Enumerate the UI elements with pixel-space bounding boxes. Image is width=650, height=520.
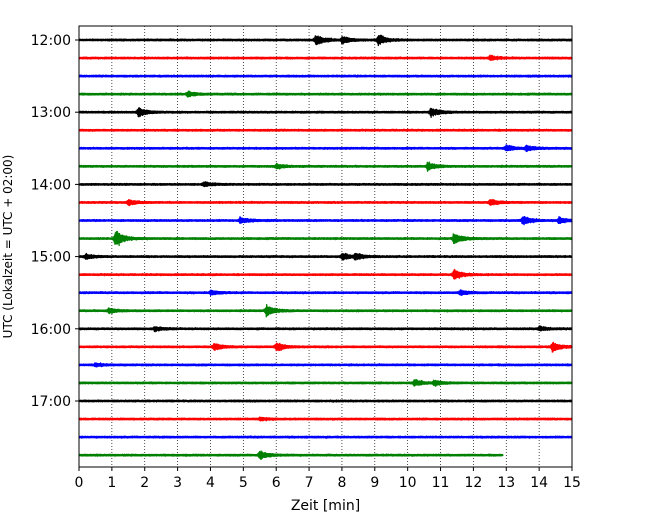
y-tick-label-1500: 15:00	[31, 250, 71, 266]
x-axis-title: Zeit [min]	[291, 498, 360, 514]
trace-row-1245	[78, 90, 573, 98]
x-tick-label-10: 10	[399, 475, 417, 491]
trace-row-1400	[78, 181, 573, 188]
x-tick-label-13: 13	[497, 475, 515, 491]
trace-row-1200	[78, 34, 573, 47]
x-tick-label-11: 11	[432, 475, 450, 491]
x-tick-label-6: 6	[272, 475, 281, 491]
x-tick-label-2: 2	[140, 475, 149, 491]
x-tick-label-14: 14	[530, 475, 548, 491]
y-tick-label-1700: 17:00	[31, 394, 71, 410]
trace-row-1430	[78, 215, 573, 226]
trace-row-1215	[78, 54, 573, 61]
y-tick-label-1200: 12:00	[31, 33, 71, 49]
x-tick-label-5: 5	[239, 475, 248, 491]
trace-row-1415	[78, 198, 573, 207]
trace-row-1230	[78, 74, 573, 78]
trace-row-1315	[78, 128, 573, 132]
trace-row-1730	[78, 435, 573, 439]
trace-row-1630	[78, 362, 573, 368]
x-tick-label-12: 12	[464, 475, 482, 491]
trace-row-1545	[78, 304, 573, 318]
x-tick-label-7: 7	[305, 475, 314, 491]
trace-row-1715	[78, 416, 573, 422]
y-axis-title: UTC (Lokalzeit = UTC + 02:00)	[1, 155, 15, 339]
trace-row-1745	[78, 450, 504, 460]
trace-row-1345	[78, 161, 573, 172]
y-axis-ticks: 12:00 13:00 14:00 15:00 16:00 17:00	[31, 33, 79, 410]
x-tick-label-0: 0	[75, 475, 84, 491]
y-tick-label-1400: 14:00	[31, 177, 71, 193]
y-tick-label-1600: 16:00	[31, 322, 71, 338]
trace-row-1700	[78, 399, 573, 403]
trace-row-1515	[78, 268, 573, 280]
trace-row-1600	[78, 325, 573, 333]
x-tick-label-3: 3	[173, 475, 182, 491]
trace-row-1330	[78, 144, 573, 153]
trace-row-1615	[78, 341, 573, 353]
trace-row-1530	[78, 289, 573, 297]
x-tick-label-15: 15	[563, 475, 581, 491]
x-tick-label-4: 4	[206, 475, 215, 491]
trace-row-1500	[78, 252, 573, 261]
plot-frame	[78, 25, 573, 468]
trace-row-1645	[78, 378, 573, 387]
trace-row-1445	[78, 230, 573, 247]
x-tick-label-9: 9	[370, 475, 379, 491]
seismogram-traces	[78, 34, 573, 460]
x-axis-ticks: 0 1 2 3 4 5 6 7 8 9 10 11 12 13 14 15	[75, 467, 581, 491]
y-tick-label-1300: 13:00	[31, 105, 71, 121]
trace-row-1300	[78, 107, 573, 118]
x-tick-label-8: 8	[337, 475, 346, 491]
x-tick-label-1: 1	[107, 475, 116, 491]
